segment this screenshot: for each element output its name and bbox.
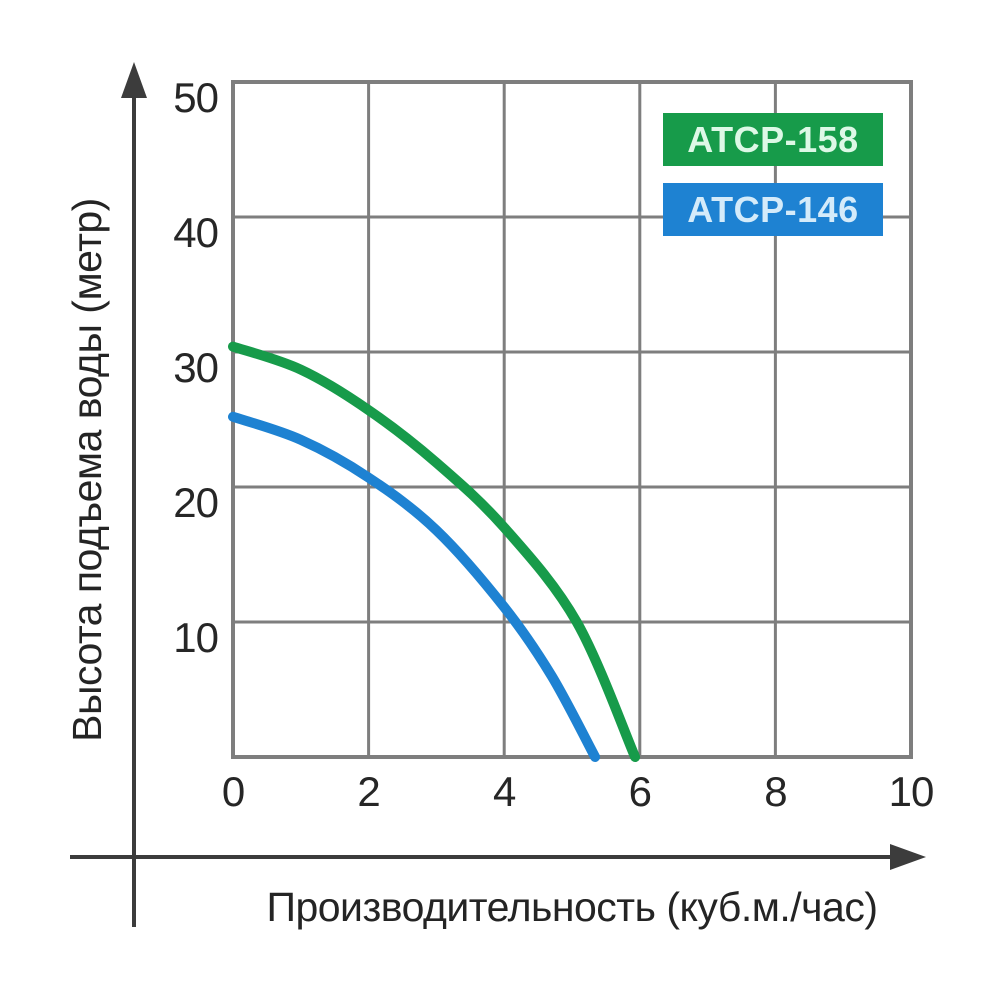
legend-label-atcp-158: ATCP-158 xyxy=(687,119,859,160)
y-tick-label-50: 50 xyxy=(173,74,219,121)
y-tick-label-40: 40 xyxy=(173,209,219,256)
x-tick-label-0: 0 xyxy=(221,768,245,815)
x-axis-title: Производительность (куб.м./час) xyxy=(266,884,878,930)
plot-area xyxy=(228,80,913,762)
y-tick-label-10: 10 xyxy=(173,614,219,661)
legend-item-atcp-146: ATCP-146 xyxy=(663,183,883,236)
x-tick-label-8: 8 xyxy=(764,768,787,815)
y-axis-title: Высота подъема воды (метр) xyxy=(64,198,110,742)
x-tick-label-2: 2 xyxy=(357,768,380,815)
x-tick-label-4: 4 xyxy=(493,768,516,815)
y-axis-arrow-up-icon xyxy=(121,62,147,98)
x-axis-arrow-right-icon xyxy=(890,844,926,870)
y-axis-line xyxy=(132,94,136,927)
legend-item-atcp-158: ATCP-158 xyxy=(663,113,883,166)
series-curve-atcp-146 xyxy=(228,411,601,762)
y-tick-label-30: 30 xyxy=(173,344,219,391)
series-curve-atcp-158 xyxy=(228,341,641,762)
x-axis-line xyxy=(70,855,892,859)
legend-label-atcp-146: ATCP-146 xyxy=(687,189,859,230)
x-tick-label-6: 6 xyxy=(628,768,652,815)
x-tick-label-10: 10 xyxy=(888,768,935,815)
y-tick-label-20: 20 xyxy=(173,479,219,526)
